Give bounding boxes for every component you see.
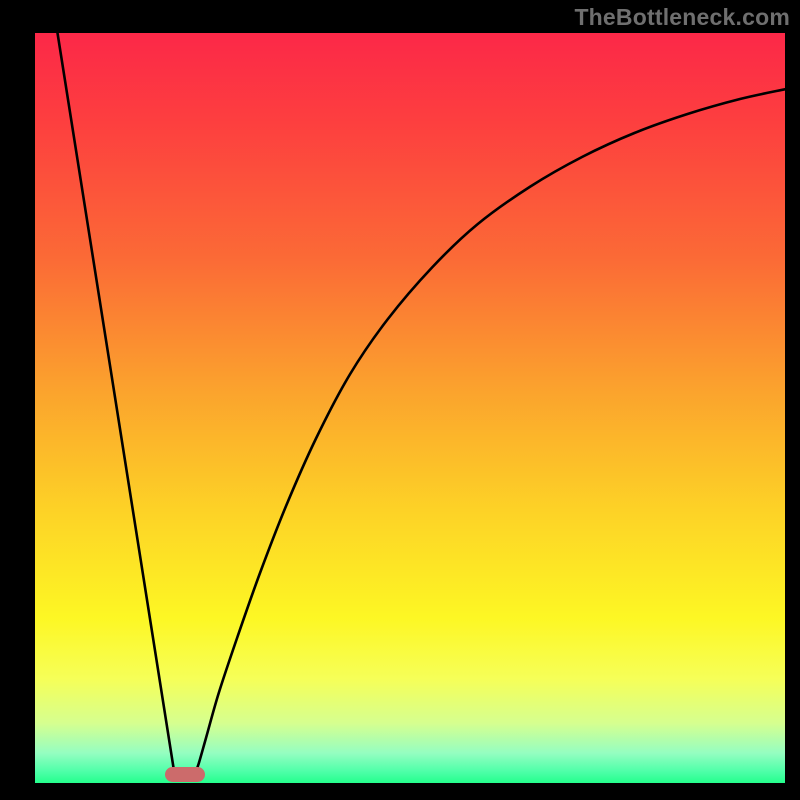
frame-right xyxy=(785,0,800,800)
watermark-label: TheBottleneck.com xyxy=(574,4,790,31)
chart-stage: TheBottleneck.com xyxy=(0,0,800,800)
frame-bottom xyxy=(0,783,800,800)
plot-curves-svg xyxy=(35,33,785,783)
bottleneck-marker xyxy=(165,767,205,782)
plot-area xyxy=(35,33,785,783)
frame-left xyxy=(0,0,35,800)
